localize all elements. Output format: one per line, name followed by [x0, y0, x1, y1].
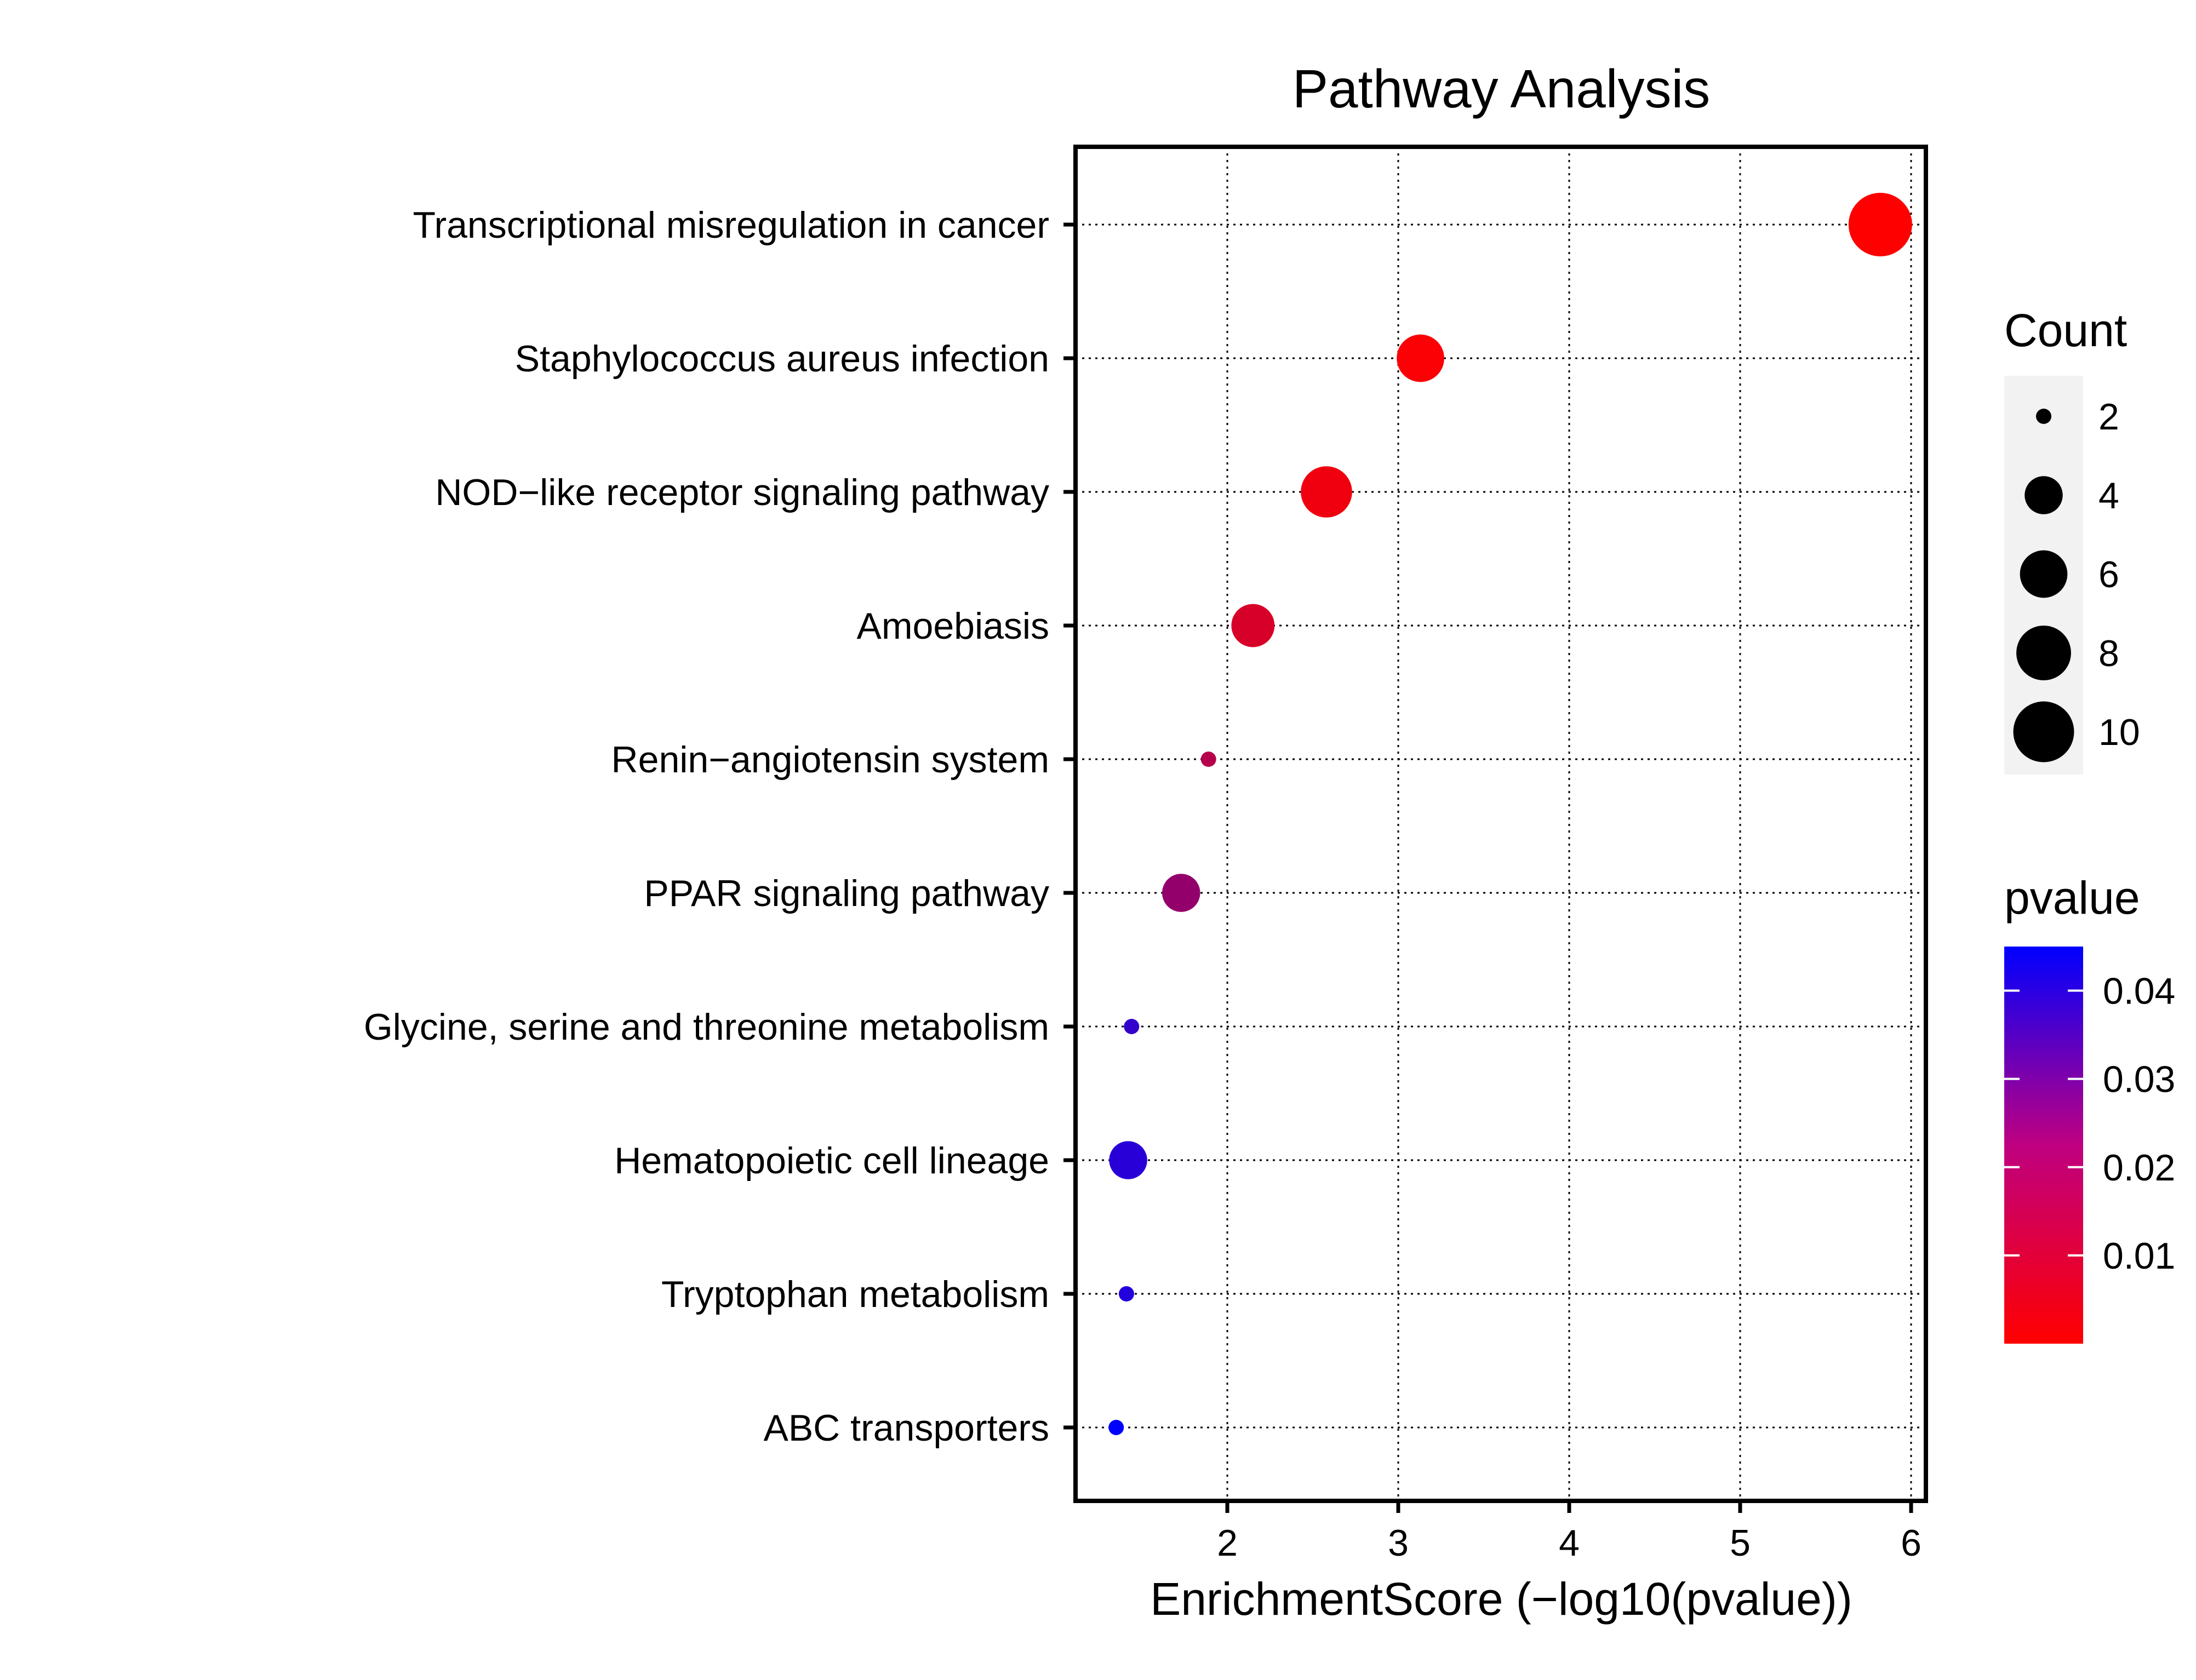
y-tick-label: ABC transporters [763, 1407, 1049, 1449]
count-legend-label: 6 [2098, 554, 2119, 595]
data-point [1124, 1019, 1140, 1034]
count-legend-dot [2036, 409, 2051, 424]
y-tick-label: Glycine, serine and threonine metabolism [364, 1006, 1049, 1048]
y-tick-label: Staphylococcus aureus infection [515, 338, 1049, 380]
count-legend-label: 8 [2098, 633, 2119, 674]
pvalue-legend-label: 0.03 [2103, 1059, 2175, 1100]
pvalue-legend-label: 0.04 [2103, 971, 2175, 1012]
x-axis-label: EnrichmentScore (−log10(pvalue)) [1150, 1573, 1852, 1625]
chart-title: Pathway Analysis [1293, 59, 1711, 119]
data-point [1108, 1420, 1124, 1435]
data-points [1108, 193, 1912, 1435]
grid-lines [1076, 145, 1926, 1501]
x-axis: 2 3 4 5 6 [1217, 1501, 1922, 1564]
x-tick-label: 6 [1901, 1522, 1922, 1564]
count-legend-title: Count [2004, 305, 2127, 356]
count-legend-dot [2016, 626, 2071, 680]
pvalue-legend-label: 0.02 [2103, 1147, 2175, 1189]
x-tick-label: 5 [1730, 1522, 1751, 1564]
data-point [1848, 193, 1912, 256]
y-axis: Transcriptional misregulation in cancer S… [364, 204, 1076, 1449]
count-legend-label: 10 [2098, 712, 2140, 753]
data-point [1301, 466, 1352, 518]
y-tick-label: Transcriptional misregulation in cancer [413, 204, 1049, 246]
x-tick-label: 4 [1559, 1522, 1580, 1564]
count-legend-dot [2025, 476, 2063, 514]
data-point [1109, 1141, 1147, 1179]
count-legend-label: 4 [2098, 475, 2119, 517]
pvalue-legend: pvalue 0.01 0.02 0.03 0.04 [2004, 872, 2175, 1344]
x-tick-label: 2 [1217, 1522, 1238, 1564]
y-tick-label: Hematopoietic cell lineage [614, 1140, 1049, 1182]
data-point [1231, 604, 1275, 647]
pvalue-colorbar [2004, 947, 2083, 1344]
plot-panel-border [1073, 145, 1928, 1503]
count-legend-dot [2020, 550, 2068, 598]
data-point [1118, 1286, 1134, 1301]
y-tick-label: NOD−like receptor signaling pathway [435, 472, 1049, 513]
count-legend-label: 2 [2098, 396, 2119, 438]
count-legend-dot [2013, 701, 2074, 762]
pvalue-legend-title: pvalue [2004, 872, 2140, 924]
y-tick-label: Amoebiasis [857, 605, 1050, 647]
pvalue-legend-label: 0.01 [2103, 1235, 2175, 1277]
y-tick-label: Tryptophan metabolism [661, 1274, 1049, 1315]
y-tick-label: PPAR signaling pathway [644, 873, 1049, 914]
data-point [1200, 752, 1216, 767]
data-point [1162, 874, 1200, 912]
y-tick-label: Renin−angiotensin system [611, 739, 1049, 781]
data-point [1397, 334, 1444, 382]
x-tick-label: 3 [1388, 1522, 1409, 1564]
count-legend: Count 2 4 6 8 10 [2004, 305, 2140, 775]
